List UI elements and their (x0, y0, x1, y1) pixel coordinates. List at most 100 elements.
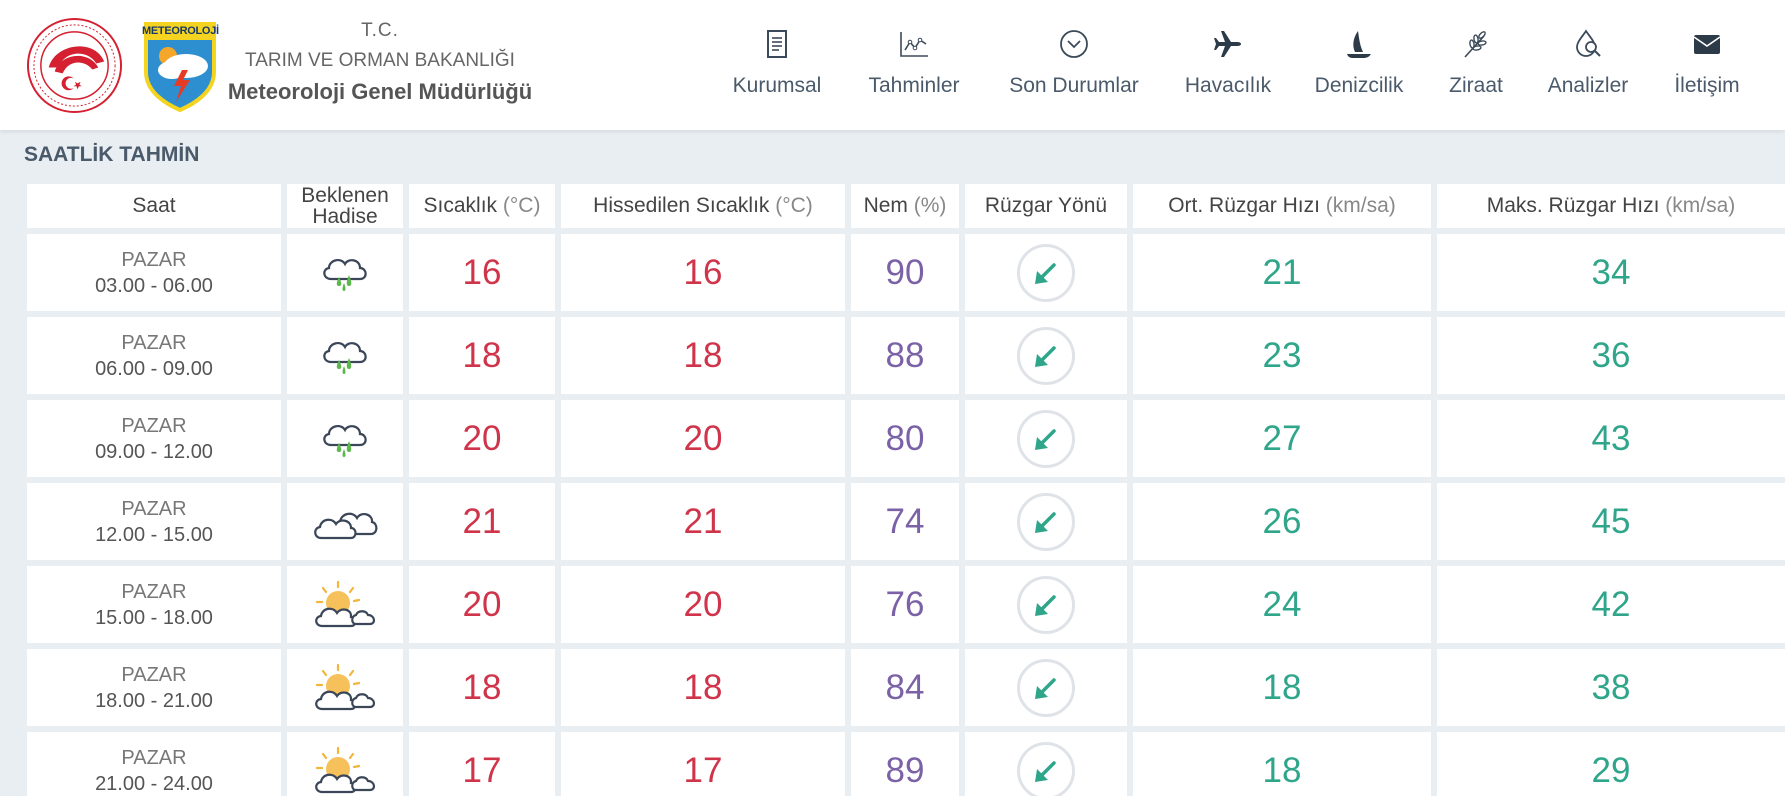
feels-like-value: 16 (683, 252, 723, 292)
nav-ziraat[interactable]: Ziraat (1444, 28, 1508, 108)
wind-avg-cell: 24 (1133, 566, 1431, 643)
temperature-cell: 20 (409, 400, 555, 477)
humidity-cell: 88 (851, 317, 959, 394)
day-label: PAZAR (121, 497, 187, 520)
wind-direction-icon (1017, 658, 1075, 717)
humidity-value: 89 (885, 750, 925, 790)
time-cell: PAZAR 15.00 - 18.00 (27, 566, 281, 643)
time-cell: PAZAR 21.00 - 24.00 (27, 732, 281, 796)
nav-analizler[interactable]: Analizler (1544, 28, 1632, 108)
nav-iletisim[interactable]: İletişim (1670, 28, 1744, 108)
nav-kurumsal-label: Kurumsal (732, 74, 822, 97)
weather-cell (287, 483, 403, 560)
time-range: 03.00 - 06.00 (95, 274, 213, 297)
wind-direction-icon (1017, 741, 1075, 796)
header-hissedilen-unit: (°C) (775, 194, 813, 217)
wind-direction-cell (965, 400, 1127, 477)
wind-avg-cell: 18 (1133, 649, 1431, 726)
temperature-value: 20 (462, 584, 502, 624)
feels-like-cell: 21 (561, 483, 845, 560)
nav-son-durumlar-label: Son Durumlar (1009, 74, 1139, 97)
day-label: PAZAR (121, 580, 187, 603)
temperature-cell: 20 (409, 566, 555, 643)
partly-cloudy-icon (312, 662, 378, 714)
feels-like-value: 21 (683, 501, 723, 541)
nav-ziraat-label: Ziraat (1449, 74, 1503, 97)
wind-avg-value: 24 (1262, 584, 1302, 624)
wind-avg-cell: 27 (1133, 400, 1431, 477)
nav-tahminler[interactable]: Tahminler (864, 28, 964, 108)
header-hadise: Beklenen Hadise (287, 184, 403, 228)
weather-cell (287, 234, 403, 311)
humidity-cell: 80 (851, 400, 959, 477)
weather-cell (287, 649, 403, 726)
header-nem-label: Nem (863, 194, 908, 217)
feels-like-value: 18 (683, 667, 723, 707)
partly-cloudy-icon (312, 745, 378, 796)
wind-max-cell: 45 (1437, 483, 1785, 560)
temperature-cell: 16 (409, 234, 555, 311)
ministry-logo[interactable] (25, 16, 124, 115)
wind-direction-cell (965, 234, 1127, 311)
temperature-value: 18 (462, 667, 502, 707)
wind-max-value: 45 (1591, 501, 1631, 541)
mgm-logo-text: METEOROLOJİ (142, 25, 219, 37)
time-cell: PAZAR 09.00 - 12.00 (27, 400, 281, 477)
nav-kurumsal[interactable]: Kurumsal (729, 28, 825, 108)
wind-max-value: 43 (1591, 418, 1631, 458)
feels-like-value: 18 (683, 335, 723, 375)
wind-direction-icon (1017, 492, 1075, 551)
humidity-cell: 74 (851, 483, 959, 560)
wind-avg-cell: 23 (1133, 317, 1431, 394)
wind-max-cell: 36 (1437, 317, 1785, 394)
time-range: 15.00 - 18.00 (95, 606, 213, 629)
rain-cloud-icon (317, 336, 373, 376)
brand-ministry: TARIM VE ORMAN BAKANLIĞI (245, 50, 515, 71)
mgm-logo[interactable]: METEOROLOJİ (142, 20, 219, 113)
wind-avg-cell: 21 (1133, 234, 1431, 311)
header-hissedilen-label: Hissedilen Sıcaklık (593, 194, 770, 217)
nav-havacilik[interactable]: Havacılık (1184, 28, 1272, 108)
time-cell: PAZAR 03.00 - 06.00 (27, 234, 281, 311)
weather-cell (287, 400, 403, 477)
temperature-cell: 21 (409, 483, 555, 560)
header-hadise-label: Beklenen Hadise (301, 184, 389, 228)
rain-cloud-icon (317, 419, 373, 459)
humidity-value: 84 (885, 667, 925, 707)
wind-direction-icon (1017, 575, 1075, 634)
time-cell: PAZAR 18.00 - 21.00 (27, 649, 281, 726)
day-label: PAZAR (121, 331, 187, 354)
brand-text[interactable]: T.C. TARIM VE ORMAN BAKANLIĞI Meteoroloj… (225, 18, 535, 106)
wind-direction-cell (965, 317, 1127, 394)
header-sicaklik-unit: (°C) (502, 194, 541, 217)
wind-avg-value: 18 (1262, 667, 1302, 707)
temperature-value: 16 (462, 252, 502, 292)
wind-max-cell: 43 (1437, 400, 1785, 477)
wind-max-value: 42 (1591, 584, 1631, 624)
time-range: 06.00 - 09.00 (95, 357, 213, 380)
header-maks-ruzgar-unit: (km/sa) (1665, 194, 1736, 217)
nav-denizcilik[interactable]: Denizcilik (1312, 28, 1406, 108)
feels-like-cell: 16 (561, 234, 845, 311)
day-label: PAZAR (121, 248, 187, 271)
header-ort-ruzgar-label: Ort. Rüzgar Hızı (1168, 194, 1320, 217)
feels-like-cell: 20 (561, 566, 845, 643)
feels-like-cell: 20 (561, 400, 845, 477)
header-nem-unit: (%) (913, 194, 947, 217)
header-maks-ruzgar-label: Maks. Rüzgar Hızı (1486, 194, 1660, 217)
temperature-value: 18 (462, 335, 502, 375)
wheat-icon (1464, 31, 1487, 58)
feels-like-value: 20 (683, 418, 723, 458)
feels-like-cell: 18 (561, 649, 845, 726)
plane-icon (1214, 31, 1241, 57)
header-nem: Nem (%) (851, 184, 959, 228)
wind-avg-value: 27 (1262, 418, 1302, 458)
wind-direction-icon (1017, 243, 1075, 302)
time-range: 12.00 - 15.00 (95, 523, 213, 546)
site-header: METEOROLOJİ T.C. TARIM VE ORMAN BAKANLIĞ… (0, 0, 1785, 130)
wind-direction-icon (1017, 326, 1075, 385)
section-title: SAATLİK TAHMİN (24, 143, 200, 166)
nav-tahminler-label: Tahminler (868, 74, 960, 97)
humidity-value: 88 (885, 335, 925, 375)
nav-son-durumlar[interactable]: Son Durumlar (1005, 28, 1143, 108)
